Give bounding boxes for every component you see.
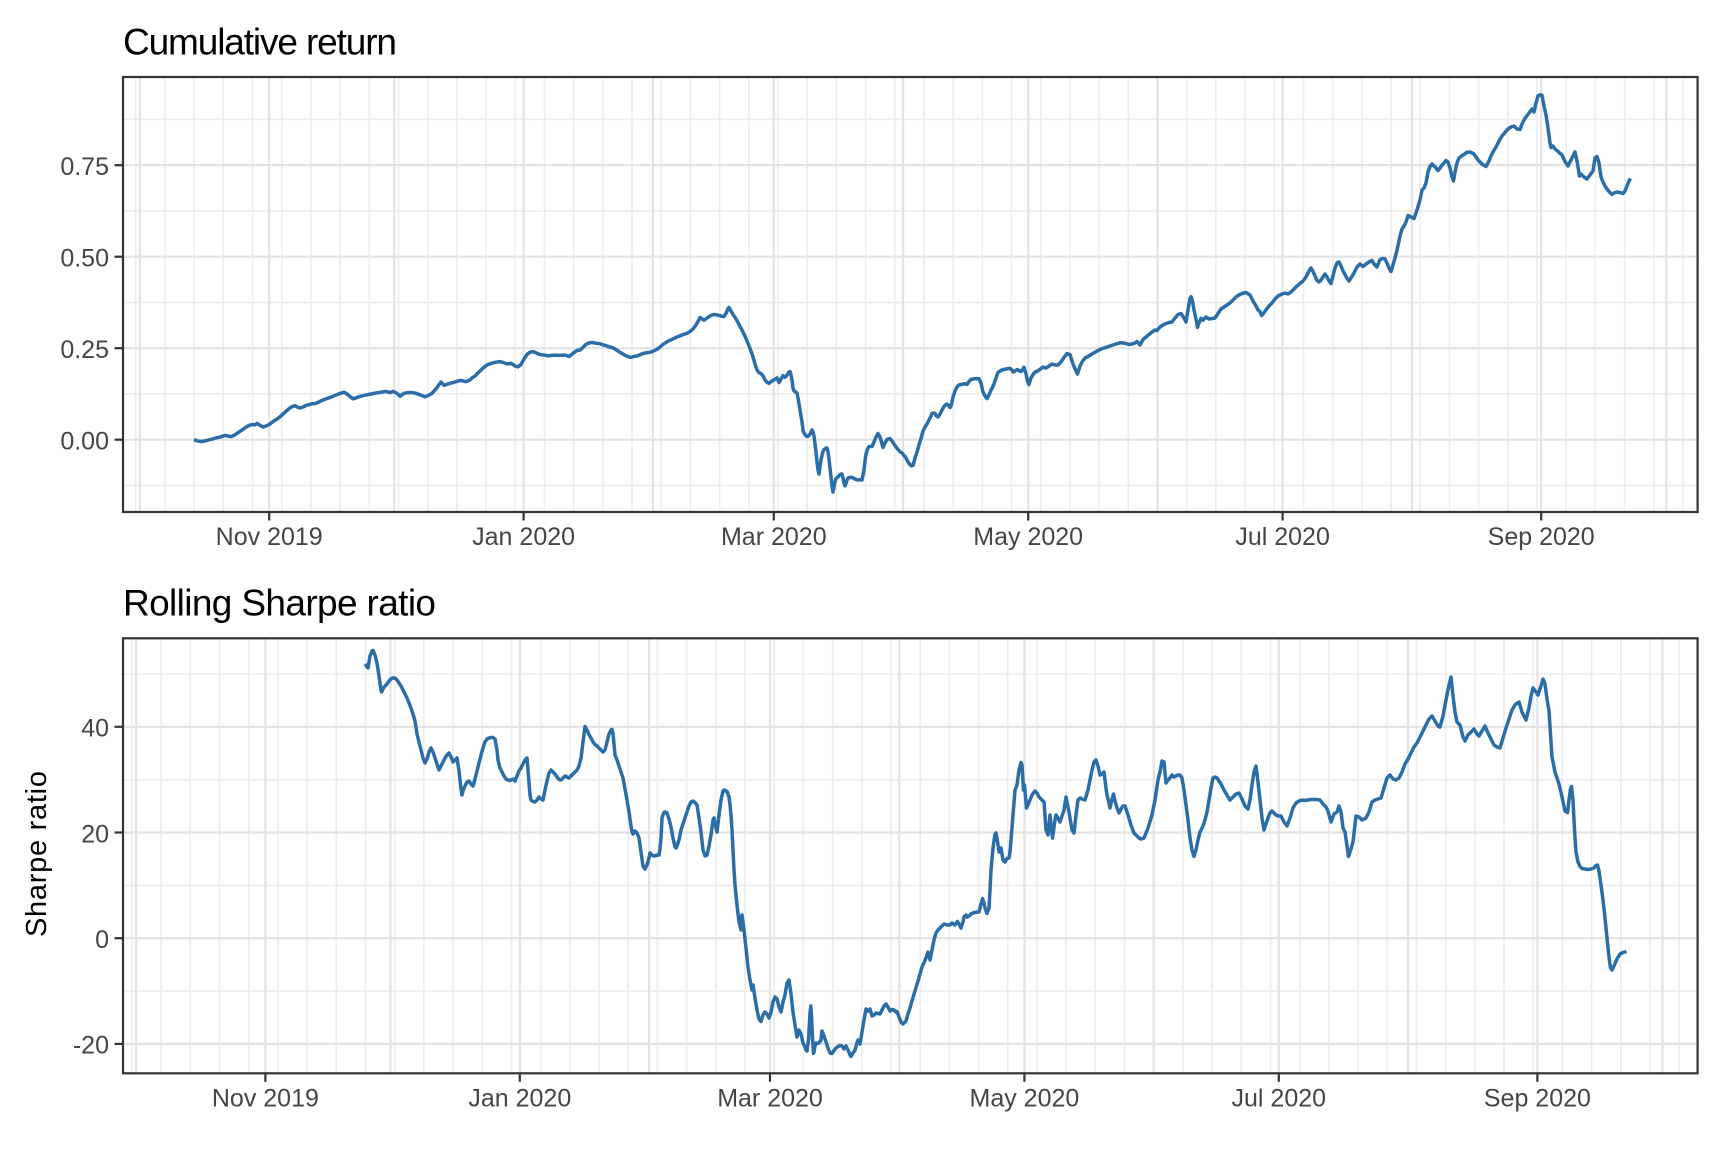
svg-text:Mar 2020: Mar 2020 [717, 1085, 823, 1113]
svg-text:Rolling Sharpe ratio: Rolling Sharpe ratio [123, 583, 436, 624]
svg-text:Sep 2020: Sep 2020 [1484, 1085, 1591, 1113]
svg-text:20: 20 [81, 820, 109, 848]
svg-text:May 2020: May 2020 [970, 1085, 1080, 1113]
svg-text:0.50: 0.50 [60, 245, 109, 273]
svg-text:Jan 2020: Jan 2020 [468, 1085, 571, 1113]
svg-text:40: 40 [81, 715, 109, 743]
svg-text:Nov 2019: Nov 2019 [212, 1085, 319, 1113]
svg-text:Jul 2020: Jul 2020 [1232, 1085, 1327, 1113]
svg-text:0.75: 0.75 [60, 153, 109, 181]
svg-text:Cumulative return: Cumulative return [123, 22, 397, 63]
svg-text:Nov 2019: Nov 2019 [216, 523, 323, 551]
svg-text:May 2020: May 2020 [973, 523, 1083, 551]
svg-text:0: 0 [95, 926, 109, 954]
svg-text:Jan 2020: Jan 2020 [472, 523, 575, 551]
svg-text:Jul 2020: Jul 2020 [1235, 523, 1330, 551]
svg-text:0.25: 0.25 [60, 336, 109, 364]
svg-text:Sep 2020: Sep 2020 [1488, 523, 1595, 551]
svg-text:Sharpe ratio: Sharpe ratio [21, 771, 53, 937]
svg-text:0.00: 0.00 [60, 428, 109, 456]
svg-text:-20: -20 [73, 1032, 109, 1060]
svg-text:Mar 2020: Mar 2020 [721, 523, 827, 551]
